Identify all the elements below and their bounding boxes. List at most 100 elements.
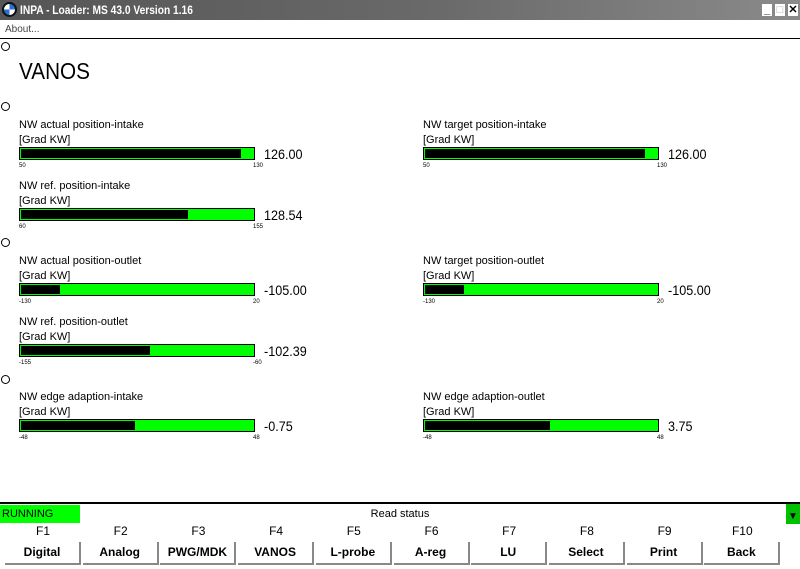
gauge-label: NW actual position-outlet (19, 255, 142, 267)
gauge-label: NW ref. position-outlet (19, 316, 128, 328)
fkey-label: F8 (579, 524, 594, 538)
fkey-button-back[interactable]: Back (704, 542, 781, 565)
gauge-min: -48 (19, 435, 28, 441)
fkey-button-pwg-mdk[interactable]: PWG/MDK (160, 542, 237, 565)
scroll-down-icon[interactable]: ▼ (786, 504, 800, 524)
status-message: Read status (370, 508, 430, 520)
gauge-label: NW actual position-intake (19, 119, 144, 131)
gauge-min: -155 (19, 360, 32, 366)
gauge-fill (21, 285, 60, 294)
gauge-value: 126.00 (264, 146, 303, 162)
gauge: NW ref. position-intake [Grad KW] 128.54… (19, 180, 319, 234)
gauge: NW actual position-intake [Grad KW] 126.… (19, 119, 319, 173)
radio-icon (1, 102, 10, 111)
fkey-button-digital[interactable]: Digital (5, 542, 81, 565)
gauge-unit: [Grad KW] (423, 134, 475, 146)
gauge-max: 130 (657, 163, 668, 169)
fkey-label: F3 (191, 524, 206, 538)
fkey-label: F5 (346, 524, 361, 538)
gauge-label: NW target position-outlet (423, 255, 545, 267)
status-badge: RUNNING (0, 505, 80, 523)
fkey-label: F9 (657, 524, 672, 538)
maximize-button[interactable]: □ (774, 3, 786, 17)
radio-icon (1, 42, 10, 51)
radio-icon (1, 238, 10, 247)
gauge: NW ref. position-outlet [Grad KW] -102.3… (19, 316, 319, 370)
gauge-label: NW edge adaption-intake (19, 391, 144, 403)
gauge-fill (425, 285, 464, 294)
status-area: RUNNING Read status ▼ F1 Digital F2 Analo… (0, 502, 800, 569)
fkey-button-lu[interactable]: LU (471, 542, 548, 565)
gauge-min: -48 (423, 435, 432, 441)
gauge-label: NW target position-intake (423, 119, 547, 131)
gauge-value: -102.39 (264, 343, 307, 359)
gauge-value: -105.00 (264, 282, 307, 298)
gauge-fill (425, 149, 646, 158)
fkey-button-l-probe[interactable]: L-probe (315, 542, 392, 565)
gauge-min: -130 (423, 299, 436, 305)
menu-about[interactable]: About... (5, 24, 40, 35)
gauge-fill (21, 149, 242, 158)
radio-icon (1, 375, 10, 384)
gauge-min: 50 (19, 163, 26, 169)
gauge-bar (423, 419, 659, 432)
fkey-button-print[interactable]: Print (626, 542, 703, 565)
gauge-unit: [Grad KW] (19, 270, 71, 282)
fkey-label: F10 (731, 524, 753, 538)
gauge-bar (19, 344, 255, 357)
gauge-max: 48 (657, 435, 664, 441)
window-title: INPA - Loader: MS 43.0 Version 1.16 (20, 3, 193, 17)
gauge-label: NW edge adaption-outlet (423, 391, 545, 403)
gauge-fill (425, 421, 551, 430)
gauge-unit: [Grad KW] (423, 406, 475, 418)
gauge-value: 128.54 (264, 207, 303, 223)
gauge-unit: [Grad KW] (19, 195, 71, 207)
gauge-max: 20 (657, 299, 664, 305)
menu-bar: About... (0, 20, 800, 39)
gauge-max: -60 (253, 360, 262, 366)
gauge-value: -105.00 (668, 282, 711, 298)
gauge-max: 20 (253, 299, 260, 305)
gauge-unit: [Grad KW] (19, 134, 71, 146)
gauge-value: -0.75 (264, 418, 293, 434)
fkey-label: F4 (269, 524, 284, 538)
fkey-label: F2 (113, 524, 128, 538)
gauge-unit: [Grad KW] (19, 406, 71, 418)
bmw-logo-icon (2, 2, 17, 17)
fkey-button-select[interactable]: Select (548, 542, 625, 565)
close-button[interactable]: ✕ (787, 3, 799, 17)
fkey-label: F6 (424, 524, 439, 538)
fkey-button-analog[interactable]: Analog (82, 542, 159, 565)
gauge-max: 130 (253, 163, 264, 169)
gauge-fill (21, 421, 136, 430)
gauge-fill (21, 210, 189, 219)
gauge-bar (19, 283, 255, 296)
gauge: NW actual position-outlet [Grad KW] -105… (19, 255, 319, 309)
fkey-button-vanos[interactable]: VANOS (238, 542, 315, 565)
gauge-min: -130 (19, 299, 32, 305)
minimize-button[interactable]: _ (761, 3, 773, 17)
gauge: NW edge adaption-outlet [Grad KW] 3.75 -… (423, 391, 723, 445)
gauge-label: NW ref. position-intake (19, 180, 131, 192)
gauge-min: 50 (423, 163, 430, 169)
gauge: NW edge adaption-intake [Grad KW] -0.75 … (19, 391, 319, 445)
gauge-fill (21, 346, 150, 355)
gauge-bar (19, 208, 255, 221)
gauge-max: 48 (253, 435, 260, 441)
gauge-bar (19, 419, 255, 432)
fkey-button-a-reg[interactable]: A-reg (393, 542, 470, 565)
gauge: NW target position-outlet [Grad KW] -105… (423, 255, 723, 309)
gauge: NW target position-intake [Grad KW] 126.… (423, 119, 723, 173)
gauge-bar (423, 147, 659, 160)
gauge-bar (423, 283, 659, 296)
fkey-label: F1 (35, 524, 50, 538)
fkey-label: F7 (502, 524, 517, 538)
gauge-max: 155 (253, 224, 264, 230)
title-bar: INPA - Loader: MS 43.0 Version 1.16 _ □ … (0, 0, 800, 20)
gauge-value: 126.00 (668, 146, 707, 162)
page-title: VANOS (19, 58, 90, 84)
gauge-unit: [Grad KW] (423, 270, 475, 282)
gauge-value: 3.75 (668, 418, 693, 434)
gauge-min: 60 (19, 224, 26, 230)
gauge-unit: [Grad KW] (19, 331, 71, 343)
